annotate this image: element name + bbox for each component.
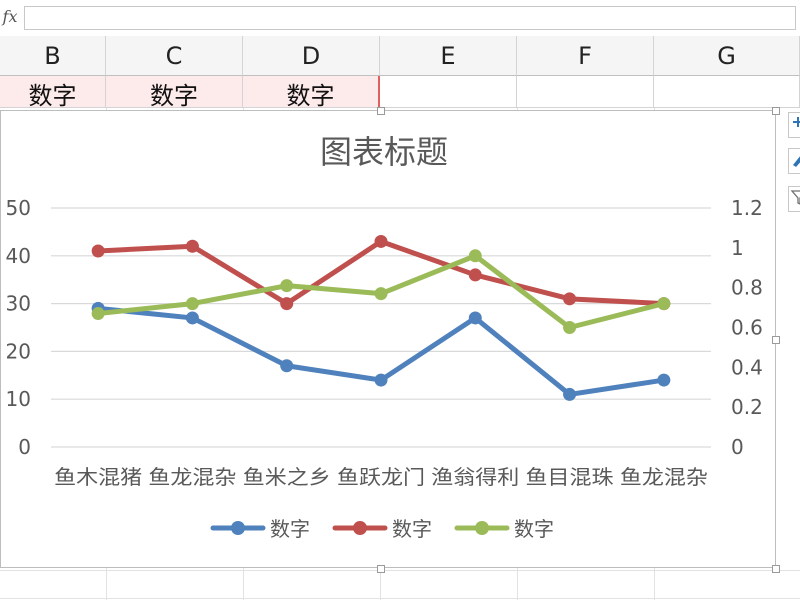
x-category-label: 鱼龙混杂: [148, 465, 236, 489]
x-category-label: 鱼目混珠: [526, 465, 614, 489]
x-category-label: 渔翁得利: [431, 465, 519, 489]
cell-c1[interactable]: 数字: [106, 76, 243, 108]
data-point: [468, 311, 482, 325]
chart-resize-handle-bottom-right[interactable]: [772, 565, 780, 573]
x-category-label: 鱼跃龙门: [337, 465, 425, 489]
data-point: [657, 297, 671, 311]
chart-filters-button[interactable]: [788, 186, 800, 212]
legend-entry-label: 数字: [392, 517, 432, 541]
sheet-gridline: [0, 570, 800, 571]
data-point: [91, 244, 105, 258]
data-point: [280, 279, 294, 293]
y-right-tick-label: 0.4: [731, 355, 763, 379]
cell-d1[interactable]: 数字: [243, 76, 380, 108]
column-header-d[interactable]: D: [243, 36, 380, 76]
data-point: [657, 373, 671, 387]
data-point: [563, 292, 577, 306]
cell-b1[interactable]: 数字: [0, 76, 106, 108]
brush-icon: [793, 156, 800, 167]
y-right-tick-label: 1: [731, 236, 744, 260]
data-point: [563, 387, 577, 401]
y-left-tick-label: 0: [18, 435, 31, 459]
chart-elements-button[interactable]: [788, 112, 800, 138]
chart-area[interactable]: 图表标题 0 10 20 30 40 50 0 0.2 0.4 0.6 0.8 1 1.2 鱼木混猪鱼…: [0, 110, 776, 568]
y-right-tick-label: 0.2: [731, 395, 763, 419]
fx-label[interactable]: fx: [2, 7, 18, 26]
y-left-tick-label: 20: [6, 339, 31, 363]
data-point: [185, 239, 199, 253]
y-left-tick-label: 40: [6, 244, 31, 268]
x-category-label: 鱼米之乡: [243, 465, 331, 489]
data-point: [185, 297, 199, 311]
filter-icon: [790, 190, 800, 205]
legend-swatch-marker: [475, 521, 489, 535]
x-category-label: 鱼龙混杂: [620, 465, 708, 489]
y-right-tick-label: 0.8: [731, 276, 763, 300]
data-point: [374, 287, 388, 301]
legend-entry-label: 数字: [514, 517, 554, 541]
cell-e1[interactable]: [380, 76, 517, 108]
chart-title[interactable]: 图表标题: [320, 133, 448, 171]
chart-resize-handle-top-right[interactable]: [772, 107, 780, 115]
data-point: [468, 268, 482, 282]
chart-styles-button[interactable]: [788, 148, 800, 174]
data-point: [374, 234, 388, 248]
data-point: [468, 249, 482, 263]
cell-g1[interactable]: [654, 76, 800, 108]
legend-entry-label: 数字: [270, 517, 310, 541]
chart-resize-handle-right[interactable]: [772, 336, 780, 344]
data-point: [185, 311, 199, 325]
y-right-tick-label: 0.6: [731, 316, 763, 340]
data-point: [563, 321, 577, 334]
line-chart: 图表标题 01020304050 00.20.40.60.811.2 鱼木混猪鱼…: [6, 133, 763, 541]
data-point: [91, 307, 105, 321]
y-left-tick-label: 10: [6, 387, 31, 411]
column-header-e[interactable]: E: [380, 36, 517, 76]
legend-swatch-marker: [231, 521, 245, 535]
y-right-tick-label: 1.2: [731, 196, 763, 220]
column-header-f[interactable]: F: [517, 36, 654, 76]
plus-icon: [793, 117, 800, 127]
sheet-gridline: [0, 598, 800, 599]
data-point: [374, 373, 388, 387]
y-right-tick-label: 0: [731, 435, 744, 459]
data-point: [280, 359, 294, 373]
formula-input[interactable]: [24, 6, 796, 30]
data-point: [280, 297, 294, 311]
y-left-tick-label: 50: [6, 196, 31, 220]
chart-resize-handle-bottom[interactable]: [377, 565, 385, 573]
column-header-b[interactable]: B: [0, 36, 106, 76]
cell-f1[interactable]: [517, 76, 654, 108]
chart-resize-handle-top[interactable]: [377, 107, 385, 115]
legend-swatch-marker: [353, 521, 367, 535]
column-header-g[interactable]: G: [654, 36, 800, 76]
y-left-tick-label: 30: [6, 292, 31, 316]
formula-bar: fx: [0, 0, 800, 37]
x-category-label: 鱼木混猪: [54, 465, 142, 489]
column-header-c[interactable]: C: [106, 36, 243, 76]
